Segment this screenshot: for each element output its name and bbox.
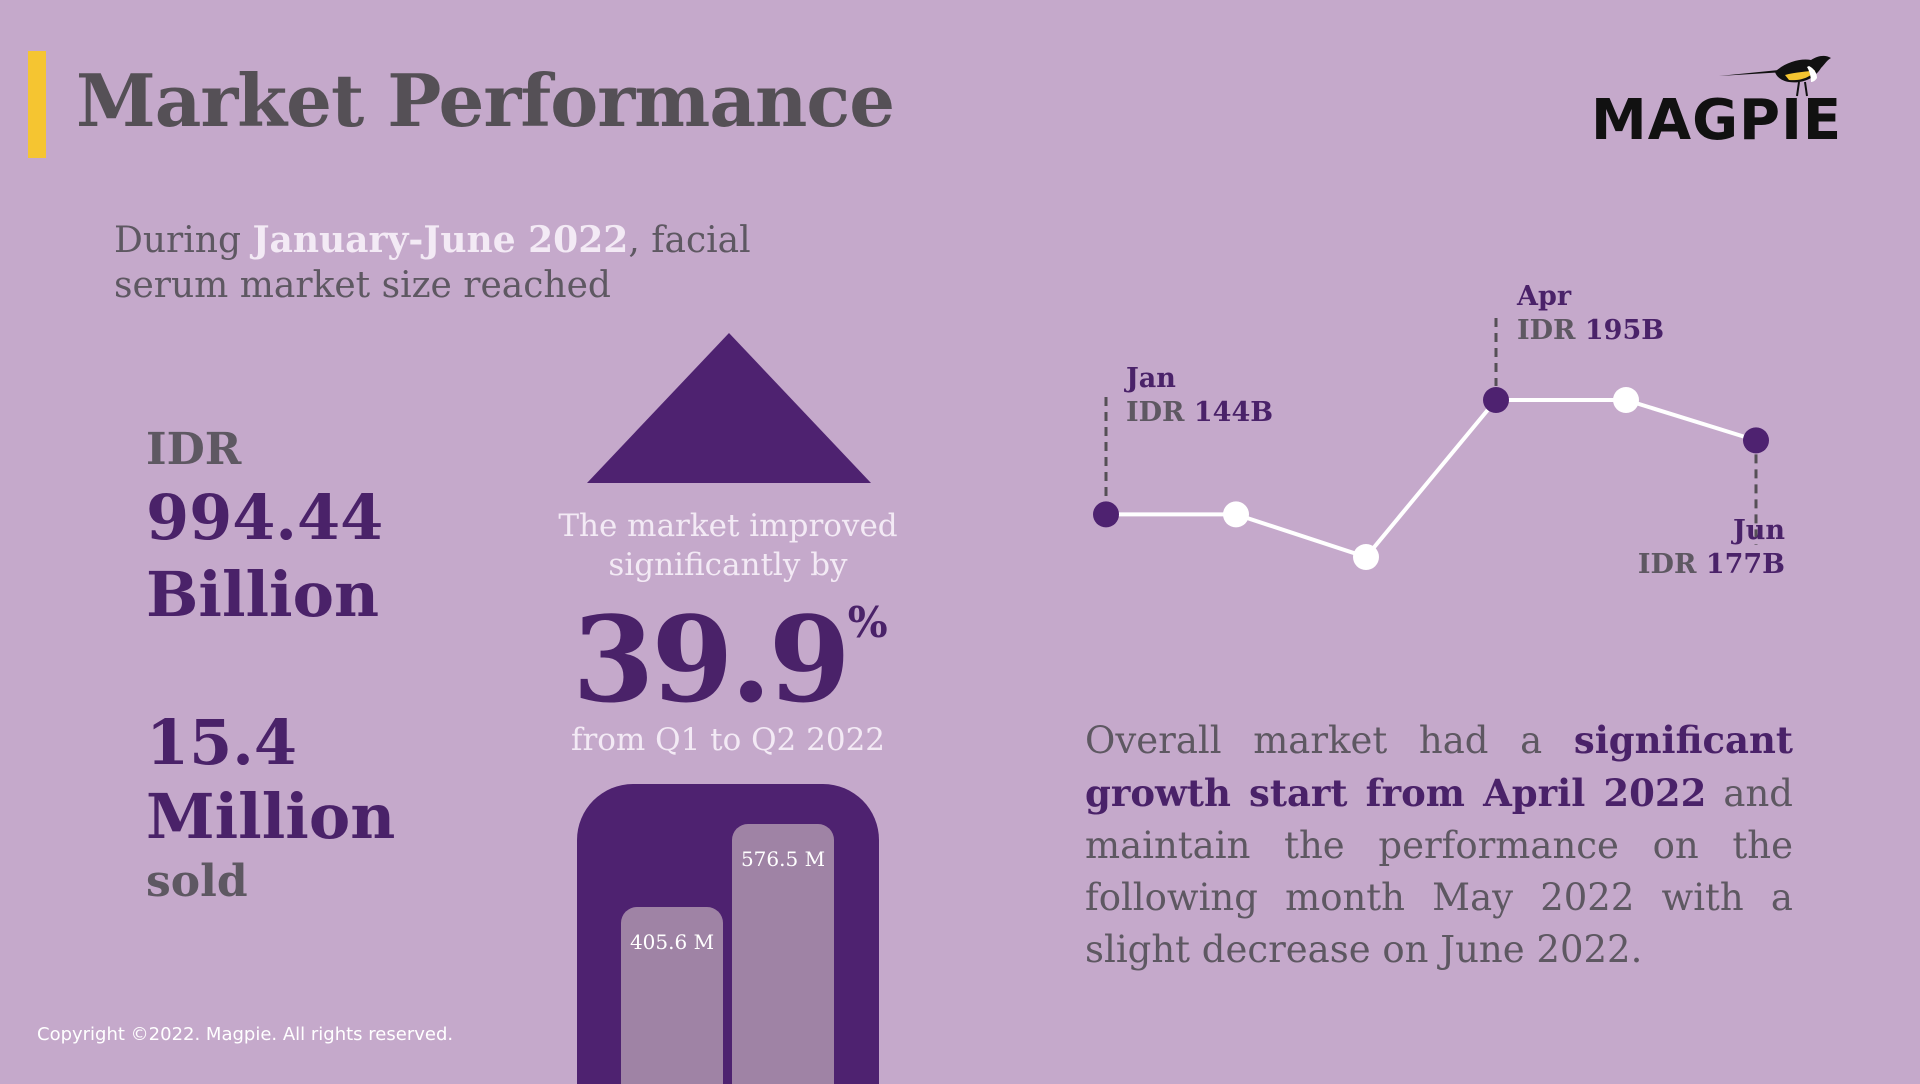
monthly-line-chart: Jan IDR 144B Apr IDR 195B Jun IDR 177B bbox=[1050, 270, 1850, 600]
quarter-bar-q2: 576.5 M bbox=[732, 824, 834, 1084]
units-sold-unit: Million bbox=[146, 780, 396, 853]
quarter-bar-q1-label: 405.6 M bbox=[629, 930, 715, 954]
units-sold-value: 15.4 bbox=[146, 706, 298, 779]
annotation-jun-amount: 177B bbox=[1705, 549, 1785, 580]
annotation-jan: Jan IDR 144B bbox=[1126, 362, 1273, 430]
data-point-jun bbox=[1743, 427, 1769, 454]
summary-highlight: significant growth start from April 2022 bbox=[1085, 718, 1793, 815]
growth-period: from Q1 to Q2 2022 bbox=[570, 722, 886, 758]
market-size-currency: IDR bbox=[146, 424, 242, 475]
quarter-bar-q2-label: 576.5 M bbox=[740, 847, 826, 871]
annotation-jan-currency: IDR bbox=[1126, 397, 1185, 428]
data-point-may bbox=[1613, 387, 1639, 413]
data-point-jan bbox=[1093, 501, 1119, 528]
annotation-apr-month: Apr bbox=[1517, 281, 1572, 312]
logo-text: MAGPIE bbox=[1591, 88, 1843, 153]
title-accent-bar bbox=[28, 51, 46, 158]
annotation-apr-amount: 195B bbox=[1584, 315, 1665, 346]
annotation-apr: Apr IDR 195B bbox=[1517, 280, 1664, 348]
annotation-jun: Jun IDR 177B bbox=[1615, 514, 1785, 582]
units-sold-label: sold bbox=[146, 856, 248, 907]
growth-description: The market improved significantly by bbox=[558, 508, 898, 583]
magpie-bird-icon bbox=[1719, 55, 1831, 97]
summary-text: Overall market had a significant growth … bbox=[1085, 718, 1793, 971]
data-point-apr bbox=[1483, 387, 1509, 413]
intro-highlight: January-June 2022 bbox=[252, 219, 629, 261]
data-point-feb bbox=[1223, 501, 1249, 528]
quarter-bars-panel: 405.6 M 576.5 M bbox=[577, 784, 879, 1084]
annotation-jan-month: Jan bbox=[1126, 363, 1176, 394]
growth-unit: % bbox=[847, 598, 888, 647]
data-point-mar bbox=[1353, 544, 1379, 570]
quarter-bar-q1: 405.6 M bbox=[621, 907, 723, 1084]
annotation-apr-currency: IDR bbox=[1517, 315, 1576, 346]
magpie-logo: MAGPIE bbox=[1585, 48, 1845, 153]
annotation-jun-currency: IDR bbox=[1637, 549, 1697, 580]
series-line bbox=[1106, 398, 1757, 560]
copyright: Copyright ©2022. Magpie. All rights rese… bbox=[37, 1024, 454, 1045]
growth-arrow-icon bbox=[587, 333, 871, 483]
line-chart-svg bbox=[1093, 318, 1769, 570]
growth-figure: 39.9% bbox=[540, 590, 920, 729]
annotation-jun-month: Jun bbox=[1732, 515, 1785, 546]
page-title: Market Performance bbox=[76, 58, 895, 143]
market-size-value: 994.44 bbox=[146, 481, 384, 554]
annotation-jan-amount: 144B bbox=[1193, 397, 1274, 428]
growth-value: 39.9 bbox=[572, 590, 850, 729]
intro-text: During January-June 2022, facial serum m… bbox=[114, 219, 751, 306]
market-size-unit: Billion bbox=[146, 558, 380, 631]
